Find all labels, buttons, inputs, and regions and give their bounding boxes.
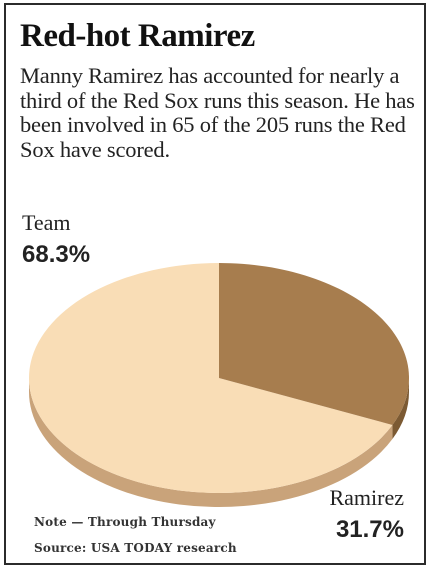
slice-value-ramirez: 31.7%: [336, 516, 404, 543]
chart-title: Red-hot Ramirez: [20, 18, 255, 54]
slice-team: [29, 263, 393, 493]
slice-ramirez: [219, 263, 410, 425]
slice-label-ramirez: Ramirez: [329, 485, 404, 510]
slice-side-ramirez: [392, 378, 409, 439]
slice-value-team: 68.3%: [22, 241, 90, 268]
slice-label-team: Team: [22, 210, 71, 235]
pie-slices: [28, 263, 410, 508]
chart-subtitle: Manny Ramirez has accounted for nearly a…: [20, 63, 415, 162]
source-credit: Source: USA TODAY research: [34, 541, 237, 555]
footnote: Note — Through Thursday: [34, 515, 216, 529]
